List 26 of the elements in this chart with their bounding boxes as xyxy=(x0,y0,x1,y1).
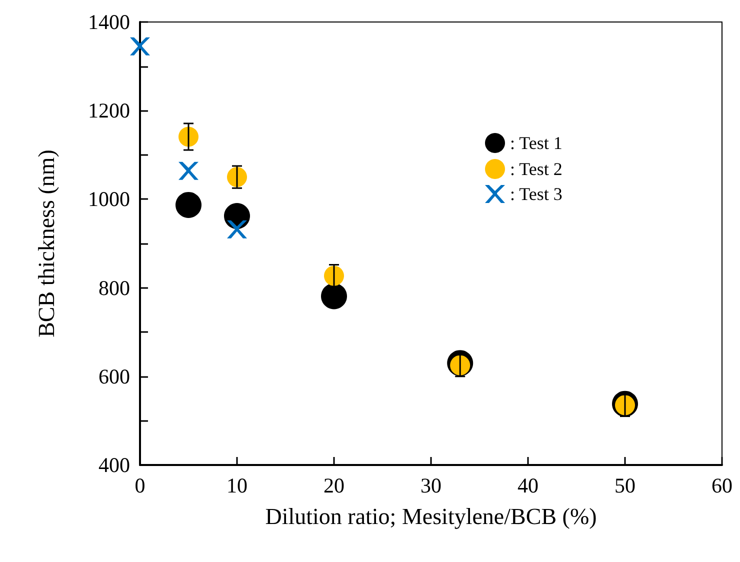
x-tick-label: 30 xyxy=(420,474,442,498)
point xyxy=(227,220,247,238)
legend-label: : Test 1 xyxy=(510,133,562,153)
y-tick-label: 1000 xyxy=(88,187,130,212)
x-axis-title: Dilution ratio; Mesitylene/BCB (%) xyxy=(265,504,597,529)
y-axis-title: BCB thickness (nm) xyxy=(34,150,59,338)
legend-label: : Test 3 xyxy=(510,184,562,204)
x-tick-label: 40 xyxy=(518,474,538,498)
legend-label: : Test 2 xyxy=(510,159,562,179)
y-tick-label: 600 xyxy=(98,364,130,388)
y-tick-label: 1200 xyxy=(88,98,130,123)
x-tick-label: 10 xyxy=(226,474,248,498)
x-tick-label: 0 xyxy=(134,474,146,498)
point xyxy=(130,37,150,56)
x-tick-label: 20 xyxy=(324,474,344,498)
point xyxy=(227,167,247,188)
point xyxy=(178,162,198,180)
y-tick-label: 800 xyxy=(98,276,130,300)
x-tick-label: 50 xyxy=(614,474,636,498)
y-tick-label: 1400 xyxy=(88,10,130,34)
x-tick-label: 60 xyxy=(712,474,732,498)
y-tick-label: 400 xyxy=(98,453,130,477)
point xyxy=(178,126,198,147)
point xyxy=(176,192,202,218)
point xyxy=(321,283,347,310)
point xyxy=(324,266,344,286)
